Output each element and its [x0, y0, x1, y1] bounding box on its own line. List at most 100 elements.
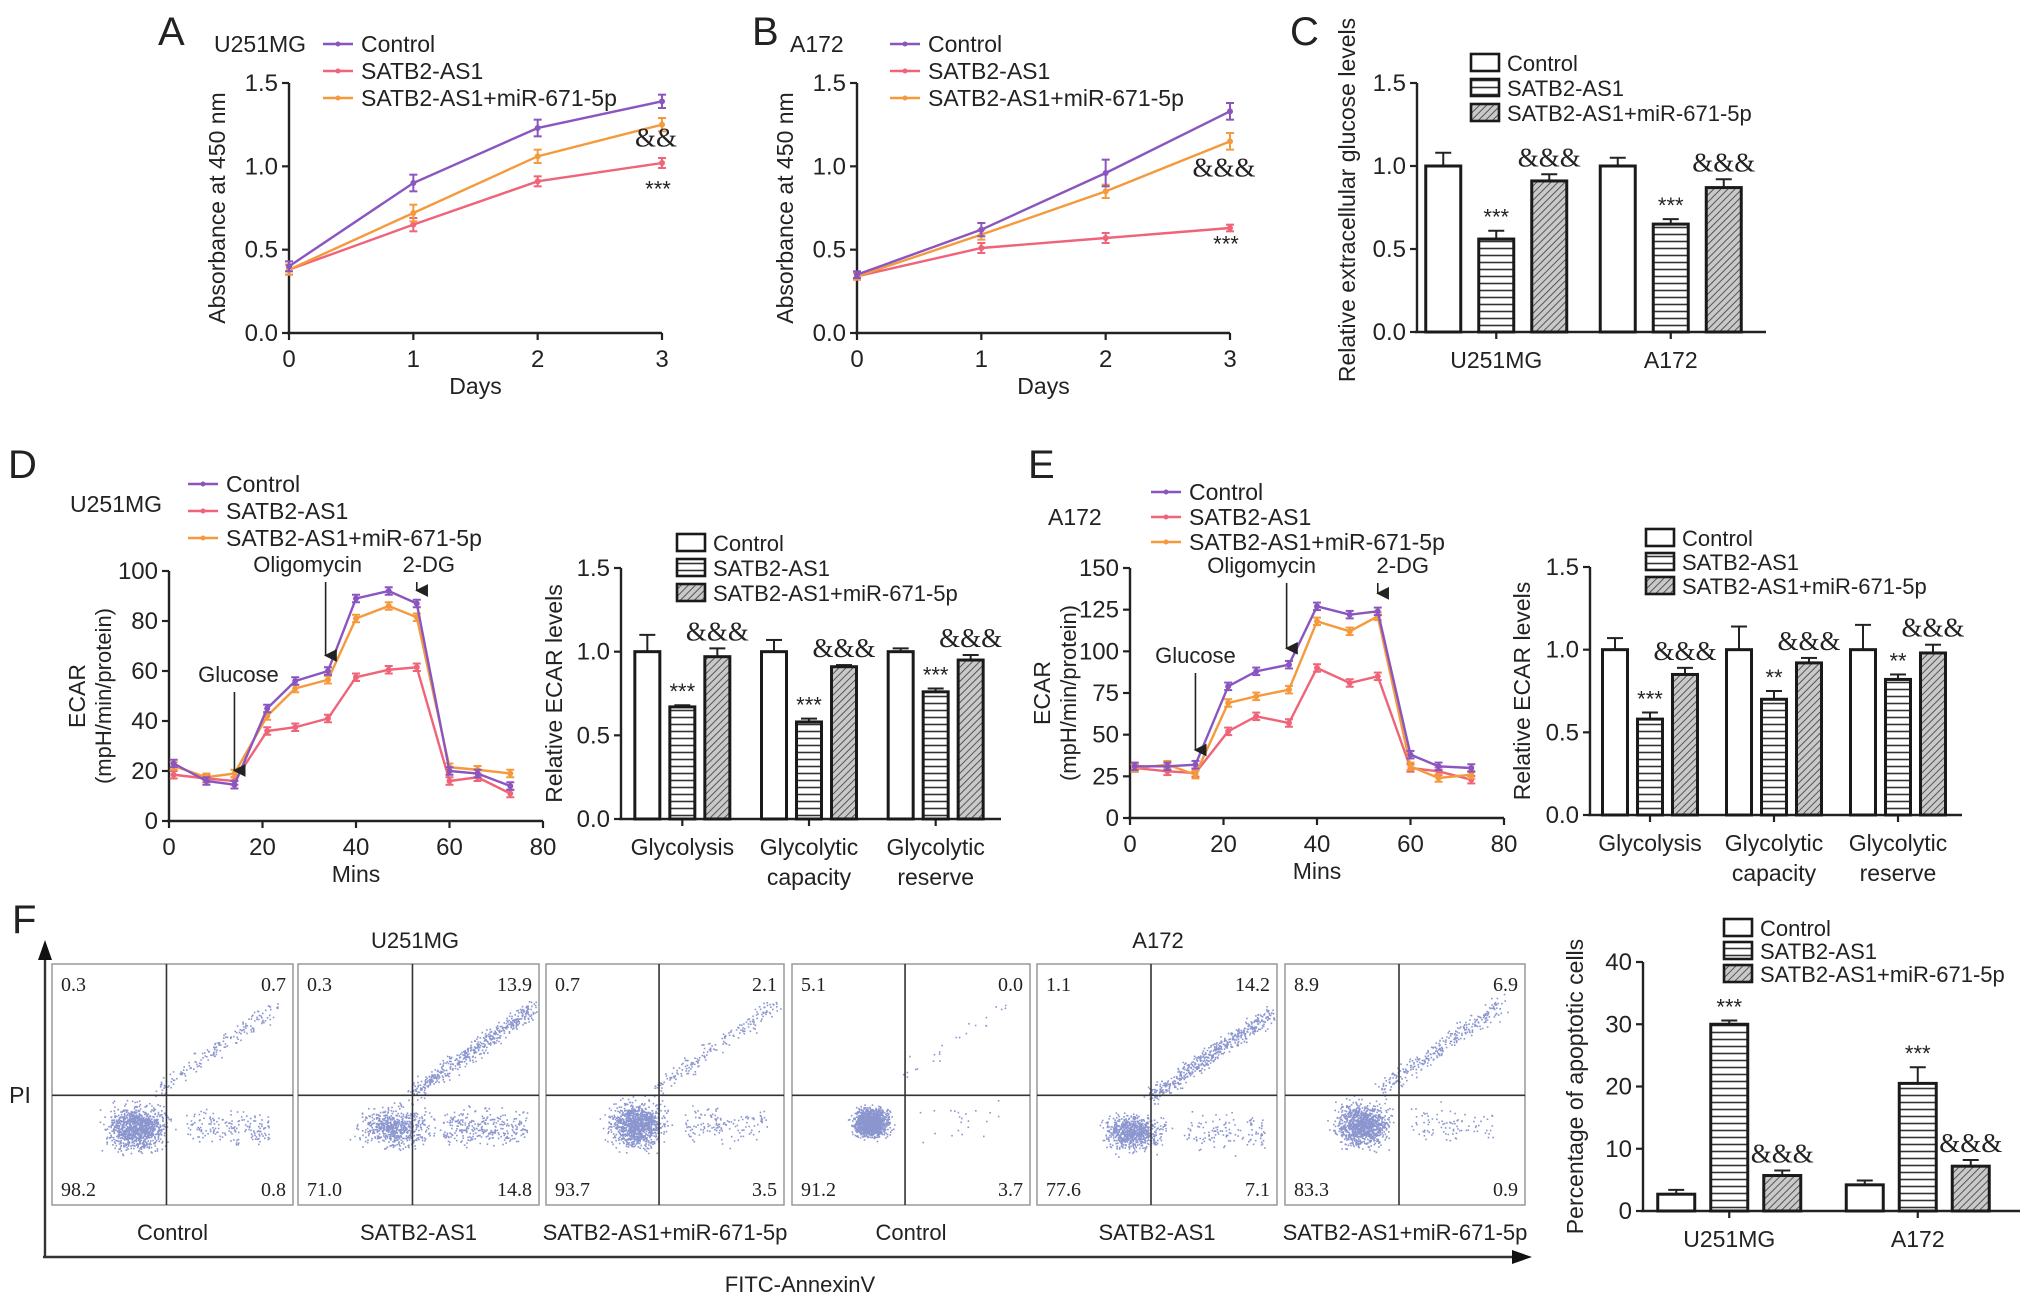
condition-label: SATB2-AS1+miR-671-5p: [1283, 1220, 1528, 1245]
data-point: [1346, 628, 1353, 635]
x-axis-title: Days: [1017, 373, 1069, 399]
series-line-satb2-as1: [856, 226, 1231, 278]
legend-marker: [1163, 539, 1169, 545]
legend-swatch: [675, 532, 707, 553]
quadrant-value-lower-right: 7.1: [1245, 1179, 1270, 1201]
y-tick-label: 1.5: [577, 555, 610, 582]
y-tick-label: 0.0: [577, 806, 610, 833]
bar-satb2-as1-mir-671-5p: [1671, 672, 1699, 817]
y-axis-title: Relative extracellular glucose levels: [1334, 18, 1360, 382]
arrowhead-icon: [1512, 1250, 1532, 1264]
data-point: [1102, 235, 1109, 241]
data-point: [1192, 761, 1199, 768]
significance-asterisk: **: [1889, 648, 1907, 673]
chart-F-flow: 0.3 0.7 98.2 0.8 Control 0.3 13.9 71.0 14.8 SATB2…: [9, 898, 1532, 1297]
legend-swatch: [1469, 77, 1501, 98]
plot-frame: [791, 963, 1031, 1206]
data-point: [659, 160, 665, 166]
data-point: [264, 728, 271, 734]
significance-ampersand: &&&: [1939, 1128, 2002, 1158]
legend-label: SATB2-AS1: [713, 556, 830, 581]
data-point: [353, 674, 359, 681]
data-point: [1102, 188, 1109, 195]
data-point: [231, 781, 238, 788]
significance-asterisk: ***: [1658, 193, 1684, 218]
y-tick-label: 30: [1605, 1011, 1632, 1038]
chart-A: 0.0 0.5 1.0 1.5 0 1 2 3 Days Absorbance at 450 nm…: [158, 10, 677, 399]
x-tick-label: 0: [1123, 831, 1136, 858]
data-point: [534, 153, 541, 160]
cell-line-label: U251MG: [214, 31, 306, 57]
bar-satb2-as1: [1760, 697, 1788, 817]
y-tick-label: 40: [1605, 949, 1632, 976]
category-label: A172: [1891, 1226, 1945, 1252]
legend-label: SATB2-AS1: [1507, 76, 1624, 101]
data-point: [1314, 618, 1320, 625]
data-point: [978, 226, 985, 233]
significance-asterisk: **: [1765, 665, 1783, 690]
y-axis-title-units: (mpH/min/protein): [91, 608, 116, 784]
x-tick-label: 40: [1304, 831, 1331, 858]
legend-label: Control: [713, 531, 784, 556]
y-tick-label: 60: [131, 658, 158, 685]
y-axis-title: PI: [9, 1082, 31, 1108]
data-point: [1285, 720, 1292, 726]
condition-label: SATB2-AS1+miR-671-5p: [543, 1220, 788, 1245]
category-label: Glycolysis: [631, 834, 735, 860]
significance-asterisk: ***: [796, 693, 822, 718]
legend-marker: [335, 95, 341, 101]
data-point: [170, 760, 177, 767]
quadrant-value-lower-right: 0.8: [261, 1179, 286, 1201]
panel-label: E: [1028, 443, 1055, 487]
condition-label: SATB2-AS1: [360, 1220, 477, 1245]
chart-B: 0.0 0.5 1.0 1.5 0 1 2 3 Days Absorbance at 450 nm…: [752, 10, 1256, 399]
quadrant-value-lower-right: 0.9: [1493, 1179, 1518, 1201]
y-tick-label: 50: [1092, 722, 1119, 749]
data-point: [1285, 661, 1292, 668]
data-point: [659, 98, 665, 105]
significance-ampersand: &&&: [1751, 1139, 1814, 1169]
series-line-control: [1134, 604, 1472, 770]
flow-plot: 5.1 0.0 91.2 3.7 Control: [791, 963, 1031, 1245]
injection-label-oligomycin: Oligomycin: [1207, 553, 1316, 578]
y-tick-label: 1.0: [1373, 153, 1406, 180]
y-tick-label: 0.0: [813, 320, 846, 347]
bar-satb2-as1: [1897, 1081, 1938, 1213]
quadrant-value-lower-left: 91.2: [801, 1179, 836, 1201]
data-point: [1468, 765, 1475, 771]
chart-E-bar: 0.0 0.5 1.0 1.5 Glycolysis *** &&& Glycolytic ca…: [1509, 526, 1965, 886]
data-point: [1435, 763, 1442, 770]
data-point: [292, 724, 299, 731]
y-tick-label: 0.5: [245, 237, 278, 264]
legend-swatch: [675, 582, 707, 603]
data-point: [1227, 108, 1233, 115]
data-point: [292, 685, 299, 692]
category-label: Glycolytic capacity: [1725, 830, 1823, 886]
bar-control: [1598, 164, 1637, 334]
y-tick-label: 0.0: [1546, 802, 1579, 829]
category-label: U251MG: [1683, 1226, 1775, 1252]
quadrant-value-upper-left: 0.3: [61, 974, 86, 996]
y-axis-title: ECAR: [1029, 661, 1055, 725]
bar-satb2-as1: [1636, 717, 1664, 817]
category-label: Glycolytic reserve: [886, 834, 984, 890]
bar-control: [1656, 1192, 1697, 1213]
injection-label-2-dg: 2-DG: [402, 552, 455, 577]
quadrant-value-upper-left: 0.3: [307, 974, 332, 996]
quadrant-value-lower-left: 71.0: [307, 1179, 342, 1201]
x-tick-label: 3: [1223, 346, 1236, 373]
y-axis-title-units: (mpH/min/protein): [1056, 605, 1081, 781]
bar-satb2-as1-mir-671-5p: [1919, 651, 1947, 817]
legend-label: Control: [928, 31, 1002, 57]
data-point: [1253, 713, 1260, 720]
y-axis-title: Relative ECAR levels: [541, 584, 567, 803]
bar-satb2-as1: [1651, 222, 1690, 334]
legend-label: SATB2-AS1+miR-671-5p: [713, 581, 958, 606]
legend-label: Control: [1189, 479, 1263, 505]
bar-control: [633, 650, 662, 821]
legend-swatch: [1722, 963, 1754, 984]
chart-E-line: 0 25 50 75 100 125 150 0 20 40 60 80 Mins ECAR (mpH/mi…: [1028, 443, 1517, 884]
bar-control: [1844, 1183, 1885, 1213]
bar-control: [1424, 164, 1463, 334]
y-tick-label: 0.0: [1373, 319, 1406, 346]
